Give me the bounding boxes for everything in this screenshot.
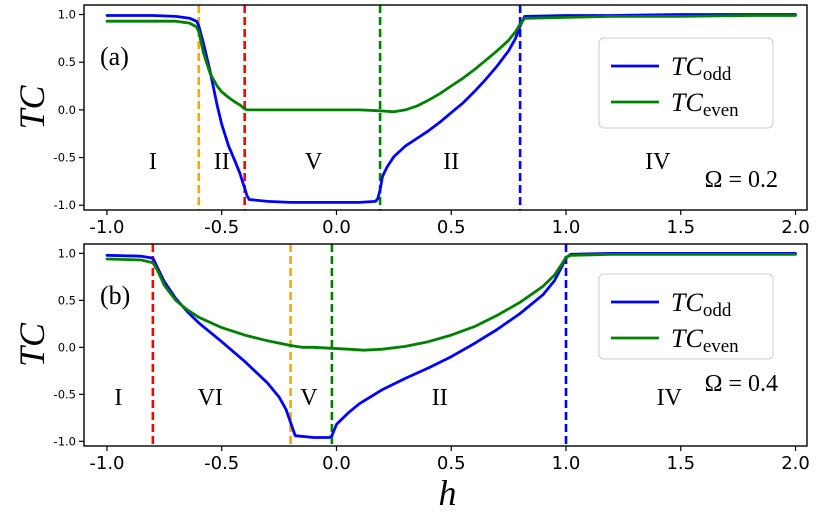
region-label: IV xyxy=(645,149,671,175)
y-axis-title: TC xyxy=(12,322,52,367)
x-tick-label: -0.5 xyxy=(204,453,239,474)
omega-annotation: Ω = 0.4 xyxy=(705,371,778,397)
region-label: I xyxy=(114,385,122,411)
x-tick-label: 0.5 xyxy=(437,453,466,474)
x-tick-label: 0.0 xyxy=(322,217,351,238)
legend-entry: TCodd xyxy=(671,288,732,321)
y-tick-label: -1.0 xyxy=(54,198,76,212)
legend-entry-base: TC xyxy=(671,52,703,81)
legend-entry: TCodd xyxy=(671,52,732,85)
region-label: I xyxy=(149,149,157,175)
x-tick-label: 1.0 xyxy=(552,217,581,238)
x-tick-label: -1.0 xyxy=(89,453,124,474)
y-tick-label: 1.0 xyxy=(58,8,76,22)
region-label: II xyxy=(214,149,230,175)
region-label: II xyxy=(432,385,448,411)
x-tick-label: 2.0 xyxy=(781,453,810,474)
y-tick-label: -0.5 xyxy=(54,151,76,165)
x-tick-label: 1.0 xyxy=(552,453,581,474)
series-line-tc-even xyxy=(105,14,797,114)
x-tick-label: -0.5 xyxy=(204,217,239,238)
legend-entry-subscript: even xyxy=(703,336,739,357)
x-tick-label: -1.0 xyxy=(89,217,124,238)
legend-box xyxy=(598,37,774,129)
x-axis-title: h xyxy=(439,473,457,513)
y-tick-label: -1.0 xyxy=(54,434,76,448)
legend-entry-base: TC xyxy=(671,324,703,353)
x-tick-label: 0.0 xyxy=(322,453,351,474)
x-tick-label: 2.0 xyxy=(781,217,810,238)
legend-entry-subscript: even xyxy=(703,100,739,121)
panel-label: (a) xyxy=(100,42,129,71)
region-label: VI xyxy=(198,385,223,411)
omega-annotation: Ω = 0.2 xyxy=(705,167,778,193)
axes-frame xyxy=(83,4,808,211)
panel-label: (b) xyxy=(100,281,130,310)
axes-frame xyxy=(83,243,808,447)
panel-a: -1.0 -0.5 0.0 0.5 1.0 1.5 2.0 1.0 0.5 0.0 -0.5 -1.0… xyxy=(12,4,810,238)
series-line-tc-even xyxy=(105,252,797,352)
x-tick-label: 1.5 xyxy=(666,217,695,238)
y-tick-label: 1.0 xyxy=(58,246,76,260)
legend-entry-subscript: odd xyxy=(703,300,732,321)
legend-entry-base: TC xyxy=(671,88,703,117)
panel-b: -1.0 -0.5 0.0 0.5 1.0 1.5 2.0 1.0 0.5 0.0 -0.5 -1.0… xyxy=(12,243,810,513)
series-line-tc-odd xyxy=(105,252,797,439)
region-label: V xyxy=(300,385,318,411)
y-tick-label: 0.0 xyxy=(58,103,76,117)
y-tick-label: -0.5 xyxy=(54,387,76,401)
y-tick-label: 0.5 xyxy=(58,55,76,69)
legend-entry: TCeven xyxy=(671,324,739,357)
series-line-tc-odd xyxy=(105,13,797,204)
legend-entry: TCeven xyxy=(671,88,739,121)
x-tick-label: 1.5 xyxy=(666,453,695,474)
legend-entry-subscript: odd xyxy=(703,64,732,85)
y-tick-label: 0.0 xyxy=(58,340,76,354)
region-label: V xyxy=(305,149,323,175)
region-label: IV xyxy=(657,385,683,411)
legend-entry-base: TC xyxy=(671,288,703,317)
y-tick-label: 0.5 xyxy=(58,293,76,307)
region-label: II xyxy=(443,149,459,175)
x-tick-label: 0.5 xyxy=(437,217,466,238)
y-axis-title: TC xyxy=(12,85,52,130)
